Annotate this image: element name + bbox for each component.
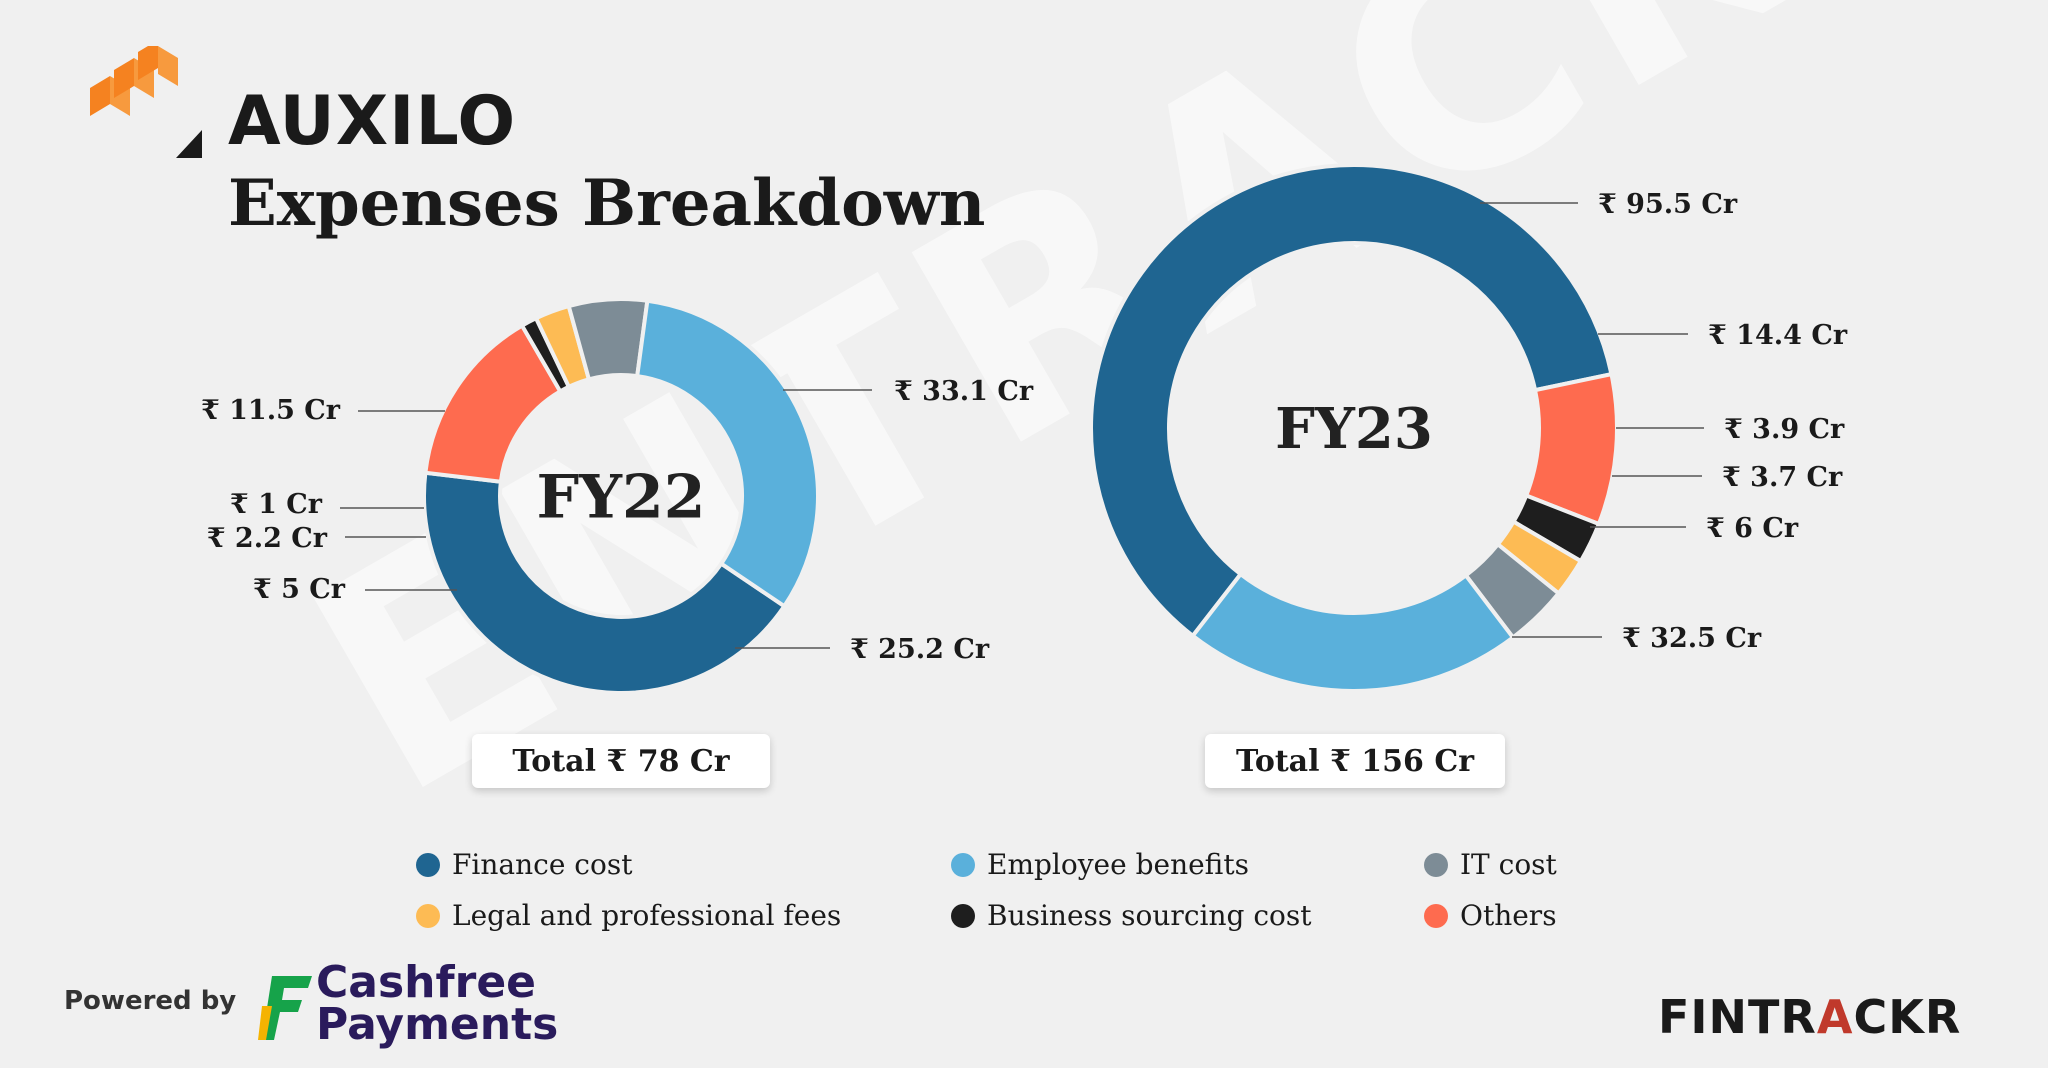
donut-fy22: FY22 ₹ 33.1 Cr ₹ 25.2 Cr ₹ 5 Cr ₹ 2.2 Cr₹ 1 … xyxy=(201,297,1034,695)
legend-swatch-finance xyxy=(416,852,440,877)
data-label-fy23-it: ₹ 6 Cr xyxy=(1706,513,1799,544)
slice-fy22-employee xyxy=(634,298,820,609)
legend-item-others: Others xyxy=(1424,899,1557,932)
data-label-fy23-employee: ₹ 32.5 Cr xyxy=(1622,623,1762,654)
legend-label-others: Others xyxy=(1460,899,1557,932)
legend-swatch-legal xyxy=(416,903,440,928)
data-label-fy22-legal: ₹ 2.2 Cr xyxy=(207,523,328,554)
data-label-fy23-legal: ₹ 3.7 Cr xyxy=(1722,462,1843,493)
data-label-fy22-it: ₹ 5 Cr xyxy=(253,574,346,605)
data-label-fy23-finance: ₹ 95.5 Cr xyxy=(1598,189,1738,220)
data-label-fy22-business: ₹ 1 Cr xyxy=(230,489,323,520)
legend-item-legal: Legal and professional fees xyxy=(416,899,841,932)
slice-fy23-employee xyxy=(1190,571,1516,693)
cashfree-wordmark: Cashfree Payments xyxy=(316,957,559,1050)
brand-name: AUXILO xyxy=(228,82,517,161)
data-label-fy23-business: ₹ 3.9 Cr xyxy=(1724,414,1845,445)
legend-item-it: IT cost xyxy=(1424,848,1557,881)
legend-swatch-business xyxy=(951,903,975,928)
data-label-fy23-others: ₹ 14.4 Cr xyxy=(1708,320,1848,351)
legend-item-employee: Employee benefits xyxy=(951,848,1249,881)
cashfree-logo-icon xyxy=(258,976,312,1040)
chart-title-fy23: FY23 xyxy=(1275,396,1433,462)
data-label-fy22-others: ₹ 11.5 Cr xyxy=(201,395,341,426)
fintrackr-part-b: A xyxy=(1816,990,1854,1044)
total-fy23: Total ₹ 156 Cr xyxy=(1205,734,1505,788)
legend-label-finance: Finance cost xyxy=(452,848,633,881)
legend-label-legal: Legal and professional fees xyxy=(452,899,842,932)
powered-by-label: Powered by xyxy=(64,986,237,1016)
cashfree-line2: Payments xyxy=(316,999,559,1050)
auxilo-logo-icon xyxy=(90,46,202,158)
legend-item-finance: Finance cost xyxy=(416,848,632,881)
data-label-fy22-finance: ₹ 33.1 Cr xyxy=(894,376,1034,407)
page-title: Expenses Breakdown xyxy=(228,166,986,241)
slice-fy22-finance xyxy=(422,470,788,695)
data-label-fy22-employee: ₹ 25.2 Cr xyxy=(850,634,990,665)
donut-fy23: FY23 ₹ 95.5 Cr ₹ 32.5 Cr ₹ 6 Cr ₹ 3.7 Cr ₹ 3.… xyxy=(1089,163,1848,693)
legend-item-business: Business sourcing cost xyxy=(951,899,1311,932)
legend-label-business: Business sourcing cost xyxy=(987,899,1312,932)
legend-swatch-it xyxy=(1424,852,1448,877)
fintrackr-part-c: CKR xyxy=(1853,990,1962,1044)
total-fy22: Total ₹ 78 Cr xyxy=(472,734,770,788)
fintrackr-part-a: FINTR xyxy=(1658,990,1817,1044)
fintrackr-logo: FINTRACKR xyxy=(1658,990,1961,1044)
legend-label-employee: Employee benefits xyxy=(987,848,1249,881)
slice-fy23-finance xyxy=(1089,163,1614,639)
legend-label-it: IT cost xyxy=(1460,848,1557,881)
legend-swatch-others xyxy=(1424,903,1448,928)
legend-swatch-employee xyxy=(951,852,975,877)
cashfree-line1: Cashfree xyxy=(316,957,537,1008)
chart-title-fy22: FY22 xyxy=(537,463,706,533)
